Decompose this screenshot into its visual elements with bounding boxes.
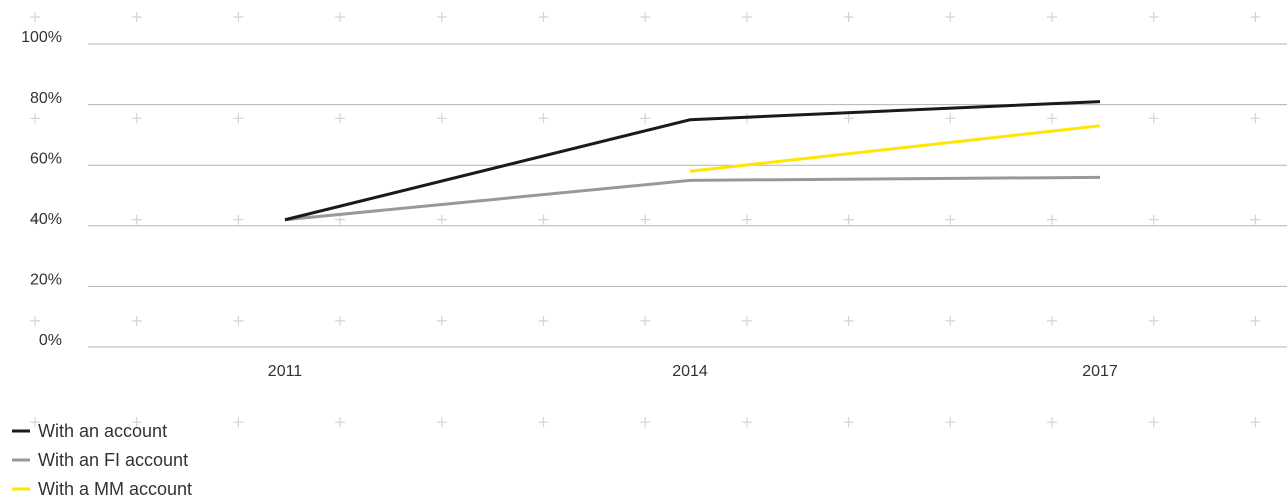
decor-plus: [1250, 12, 1261, 22]
decor-plus: [233, 315, 244, 326]
decor-plus: [640, 113, 651, 124]
decor-plus: [640, 315, 651, 326]
decor-plus: [640, 417, 651, 428]
decor-plus: [843, 417, 854, 428]
decor-plus: [233, 417, 244, 428]
y-tick-label: 40%: [30, 211, 62, 228]
y-tick-label: 20%: [30, 272, 62, 289]
decor-plus: [30, 113, 40, 124]
decor-plus: [945, 113, 956, 124]
decor-plus: [131, 12, 142, 22]
x-tick-label: 2014: [672, 363, 708, 380]
decor-plus: [640, 214, 651, 225]
decor-plus: [233, 214, 244, 225]
decor-plus: [1047, 12, 1057, 22]
decor-plus: [1148, 12, 1159, 22]
decor-plus: [538, 113, 549, 124]
decor-plus: [233, 12, 244, 22]
decor-plus: [1250, 214, 1261, 225]
y-tick-label: 80%: [30, 90, 62, 107]
legend-label: With a MM account: [38, 479, 192, 499]
decor-plus: [30, 214, 40, 225]
decor-plus: [538, 417, 549, 428]
y-tick-label: 0%: [39, 332, 62, 349]
decor-plus: [741, 214, 752, 225]
decor-plus: [538, 214, 549, 225]
decor-plus: [436, 113, 447, 124]
decor-plus: [843, 315, 854, 326]
legend-label: With an account: [38, 421, 167, 441]
decor-plus: [436, 315, 447, 326]
decor-plus: [1148, 214, 1159, 225]
decor-plus: [335, 417, 346, 428]
decor-plus: [131, 315, 142, 326]
decor-plus: [436, 214, 447, 225]
decor-plus: [945, 315, 956, 326]
decor-plus: [1047, 113, 1057, 124]
decor-plus: [945, 12, 956, 22]
y-tick-label: 60%: [30, 150, 62, 167]
decor-plus: [1047, 214, 1057, 225]
decor-plus: [1250, 417, 1261, 428]
series-line: [689, 124, 1101, 173]
decor-plus: [843, 214, 854, 225]
decor-plus: [30, 417, 40, 428]
decor-plus: [436, 417, 447, 428]
decor-plus: [538, 12, 549, 22]
decor-plus: [131, 113, 142, 124]
decor-plus: [131, 214, 142, 225]
decor-plus: [1047, 417, 1057, 428]
decor-plus: [843, 113, 854, 124]
decor-plus: [945, 417, 956, 428]
legend-label: With an FI account: [38, 450, 188, 470]
decor-plus: [1250, 113, 1261, 124]
decor-plus: [335, 315, 346, 326]
y-tick-label: 100%: [21, 29, 62, 46]
decor-plus: [233, 113, 244, 124]
decor-plus: [640, 12, 651, 22]
decor-plus: [1047, 315, 1057, 326]
decor-plus: [30, 315, 40, 326]
decor-plus: [1148, 315, 1159, 326]
x-tick-label: 2017: [1082, 363, 1118, 380]
decor-plus: [335, 214, 346, 225]
decor-plus: [1148, 417, 1159, 428]
decor-plus: [1148, 113, 1159, 124]
decor-plus: [741, 417, 752, 428]
decor-plus: [335, 12, 346, 22]
decor-plus: [741, 315, 752, 326]
decor-plus: [1250, 315, 1261, 326]
x-tick-label: 2011: [268, 363, 303, 380]
decor-plus: [741, 12, 752, 22]
decor-plus: [131, 417, 142, 428]
series-line: [284, 175, 1101, 222]
decor-plus: [436, 12, 447, 22]
decor-plus: [335, 113, 346, 124]
decor-plus: [30, 12, 40, 22]
series-line: [284, 100, 1101, 222]
decor-plus: [538, 315, 549, 326]
decor-plus: [945, 214, 956, 225]
decor-plus: [843, 12, 854, 22]
